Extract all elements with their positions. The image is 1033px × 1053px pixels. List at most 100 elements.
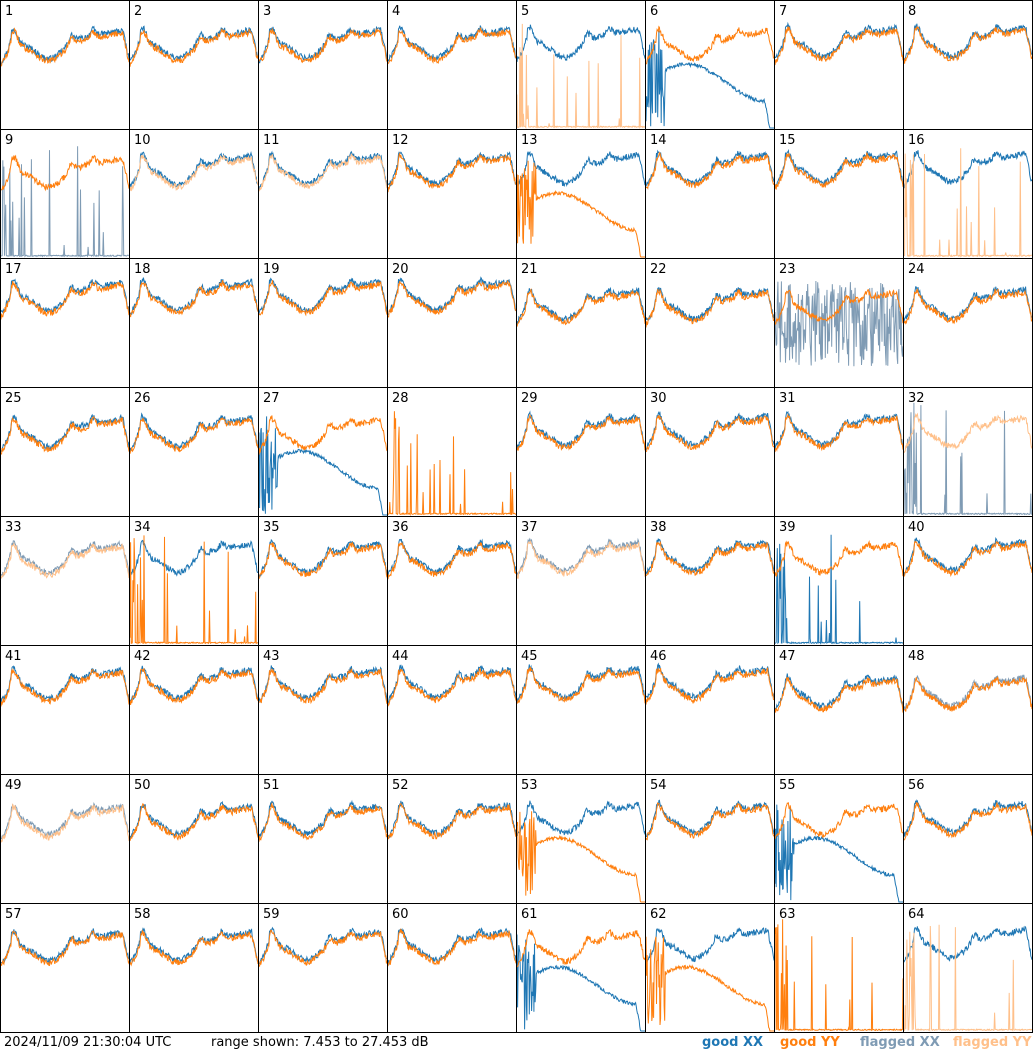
series-yy-27 [258, 415, 388, 455]
panel-51: 51 [258, 778, 388, 842]
panel-label-21: 21 [521, 262, 538, 277]
series-yy-28 [387, 411, 517, 517]
panel-label-53: 53 [521, 778, 538, 793]
series-yy-54 [645, 802, 775, 841]
series-yy-63 [774, 919, 904, 1032]
series-yy-37 [516, 539, 646, 579]
legend-flagged-xx: flagged XX [860, 1035, 940, 1050]
series-yy-36 [387, 541, 517, 580]
series-yy-58 [129, 929, 259, 967]
series-yy-10 [129, 154, 259, 192]
panel-25: 25 [0, 391, 130, 456]
series-yy-24 [903, 288, 1033, 325]
series-yy-19 [258, 280, 388, 317]
series-yy-25 [0, 416, 130, 456]
panel-label-60: 60 [392, 907, 409, 922]
series-yy-8 [903, 26, 1033, 64]
panel-label-16: 16 [908, 133, 925, 148]
series-xx-42 [129, 665, 259, 704]
series-xx-45 [516, 664, 646, 703]
panel-label-38: 38 [650, 520, 667, 535]
series-xx-50 [129, 800, 259, 840]
panel-label-59: 59 [263, 907, 280, 922]
panel-label-57: 57 [5, 907, 22, 922]
series-yy-2 [129, 28, 259, 67]
panel-label-63: 63 [779, 907, 796, 922]
panel-53: 53 [516, 778, 646, 903]
panel-37: 37 [516, 520, 646, 579]
panel-20: 20 [387, 262, 517, 318]
series-yy-15 [774, 151, 904, 190]
panel-23: 23 [774, 262, 904, 367]
panel-label-36: 36 [392, 520, 409, 535]
series-xx-37 [516, 537, 646, 576]
panel-label-29: 29 [521, 391, 538, 406]
series-yy-42 [129, 668, 259, 705]
panel-33: 33 [0, 520, 130, 580]
panel-label-49: 49 [5, 778, 22, 793]
panel-60: 60 [387, 907, 517, 967]
panel-label-26: 26 [134, 391, 151, 406]
panel-label-34: 34 [134, 520, 151, 535]
series-xx-23 [774, 280, 904, 367]
series-yy-7 [774, 26, 904, 66]
panel-label-31: 31 [779, 391, 796, 406]
series-yy-34 [129, 535, 259, 645]
panel-label-42: 42 [134, 649, 151, 664]
series-yy-48 [903, 676, 1033, 712]
series-yy-57 [0, 930, 130, 967]
panel-16: 16 [903, 133, 1033, 258]
panel-label-4: 4 [392, 4, 400, 19]
panel-label-14: 14 [650, 133, 667, 148]
panel-label-48: 48 [908, 649, 925, 664]
series-xx-61 [516, 934, 645, 1032]
panel-55: 55 [774, 778, 904, 903]
panel-6: 6 [645, 4, 775, 129]
series-xx-56 [903, 799, 1033, 837]
panel-label-56: 56 [908, 778, 925, 793]
series-xx-64 [903, 925, 1033, 963]
panel-label-32: 32 [908, 391, 925, 406]
panel-62: 62 [645, 907, 775, 1032]
series-yy-60 [387, 928, 517, 967]
panel-label-6: 6 [650, 4, 658, 19]
panel-43: 43 [258, 649, 388, 705]
panel-46: 46 [645, 649, 775, 705]
panel-label-28: 28 [392, 391, 409, 406]
panel-label-7: 7 [779, 4, 787, 19]
panel-label-23: 23 [779, 262, 796, 277]
series-xx-10 [129, 150, 259, 190]
panel-label-10: 10 [134, 133, 151, 148]
panel-42: 42 [129, 649, 259, 705]
panel-47: 47 [774, 649, 904, 713]
series-xx-8 [903, 23, 1033, 63]
series-yy-33 [0, 542, 130, 580]
panel-30: 30 [645, 391, 775, 453]
panel-label-47: 47 [779, 649, 796, 664]
series-yy-59 [258, 929, 388, 968]
panel-label-9: 9 [5, 133, 13, 148]
panel-44: 44 [387, 649, 517, 707]
series-yy-20 [387, 279, 517, 318]
panel-label-27: 27 [263, 391, 280, 406]
panel-57: 57 [0, 907, 130, 967]
series-xx-3 [258, 25, 388, 64]
panel-29: 29 [516, 391, 646, 451]
series-yy-32 [903, 412, 1033, 454]
panel-21: 21 [516, 262, 646, 327]
panel-3: 3 [258, 4, 388, 64]
series-xx-62 [645, 927, 775, 964]
panel-26: 26 [129, 391, 259, 454]
series-xx-17 [0, 278, 130, 314]
series-xx-24 [903, 286, 1033, 322]
series-xx-6 [645, 30, 774, 129]
series-yy-49 [0, 803, 130, 843]
panel-19: 19 [258, 262, 388, 317]
panel-34: 34 [129, 520, 259, 645]
panel-50: 50 [129, 778, 259, 841]
series-yy-46 [645, 667, 775, 705]
series-xx-59 [258, 926, 388, 965]
panel-31: 31 [774, 391, 904, 453]
